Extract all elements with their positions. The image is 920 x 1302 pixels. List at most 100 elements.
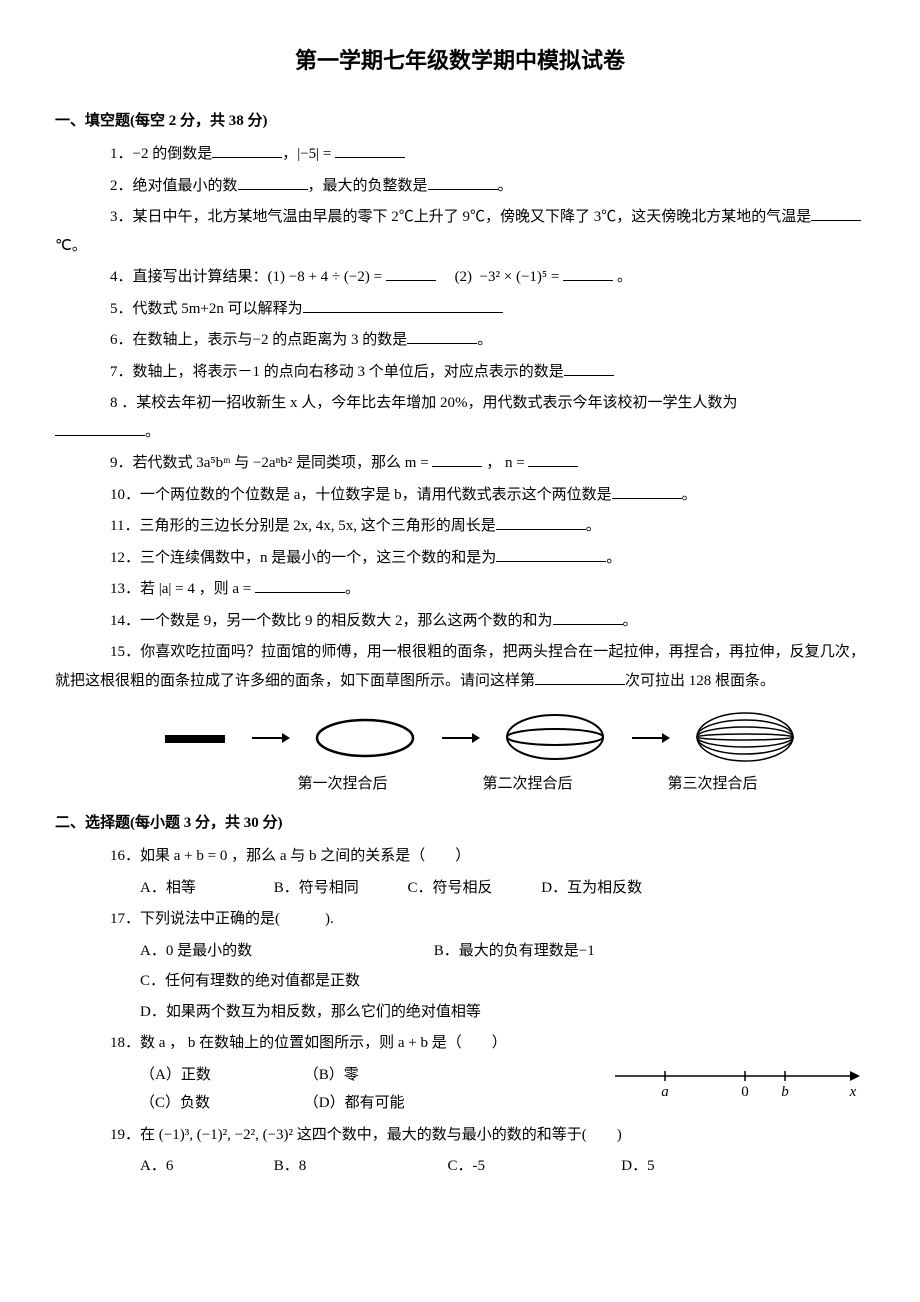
section2-header: 二、选择题(每小题 3 分，共 30 分)	[55, 809, 865, 838]
q1: 1．−2 的倒数是 ，|−5| =	[55, 140, 865, 169]
q19-opt-d[interactable]: D．5	[621, 1152, 741, 1181]
q12-text-b: 。	[606, 550, 621, 566]
q6-text-b: 。	[477, 332, 492, 348]
q10-text-b: 。	[682, 487, 697, 503]
arrow-icon	[440, 718, 480, 758]
q9-text-b: ， n =	[482, 455, 528, 471]
q4-blank2[interactable]	[563, 265, 613, 281]
q1-text-a: 1．−2 的倒数是	[110, 146, 212, 162]
noodle-stage0-icon	[160, 718, 230, 758]
q16-opt-d[interactable]: D．互为相反数	[541, 874, 661, 903]
q7-text: 7．数轴上，将表示－1 的点向右移动 3 个单位后，对应点表示的数是	[110, 364, 564, 380]
q2-blank2[interactable]	[428, 174, 498, 190]
q15-blank[interactable]	[535, 669, 625, 685]
q18-options-row2: （C）负数 （D）都有可能	[55, 1089, 575, 1118]
q16-opt-a[interactable]: A．相等	[140, 874, 260, 903]
q4-text-b: (2) −3² × (−1)⁵ =	[436, 269, 563, 285]
q2-blank1[interactable]	[238, 174, 308, 190]
noodle-label-3: 第三次捏合后	[668, 770, 758, 799]
svg-text:x: x	[849, 1084, 857, 1100]
q12-blank[interactable]	[496, 546, 606, 562]
q3-text-a: 3．某日中午，北方某地气温由早晨的零下 2℃上升了 9℃，傍晚又下降了 3℃，这…	[55, 209, 811, 225]
q18-opt-c[interactable]: （C）负数	[140, 1089, 290, 1118]
q18-opt-b[interactable]: （B）零	[304, 1061, 424, 1090]
q10-blank[interactable]	[612, 483, 682, 499]
q14: 14．一个数是 9，另一个数比 9 的相反数大 2，那么这两个数的和为 。	[55, 607, 865, 636]
q17-opt-a[interactable]: A．0 是最小的数	[140, 937, 420, 966]
number-line-diagram: a 0 b x	[605, 1061, 865, 1106]
q19-opt-c[interactable]: C．-5	[448, 1152, 608, 1181]
q3-text-b: ℃。	[55, 238, 87, 254]
q7-blank[interactable]	[564, 360, 614, 376]
q15: 15．你喜欢吃拉面吗？拉面馆的师傅，用一根很粗的面条，把两头捏合在一起拉伸，再捏…	[55, 638, 865, 695]
q16: 16．如果 a + b = 0 ，那么 a 与 b 之间的关系是（ ）	[55, 842, 865, 871]
q19-opt-b[interactable]: B．8	[274, 1152, 434, 1181]
q2-text-a: 2．绝对值最小的数	[110, 178, 238, 194]
q1-blank1[interactable]	[212, 142, 282, 158]
arrow-icon	[630, 718, 670, 758]
q11-text-b: 。	[586, 518, 601, 534]
q18-opt-a[interactable]: （A）正数	[140, 1061, 290, 1090]
q18-opt-d[interactable]: （D）都有可能	[304, 1089, 424, 1118]
q16-opt-b[interactable]: B．符号相同	[274, 874, 394, 903]
q4: 4．直接写出计算结果：(1) −8 + 4 ÷ (−2) = (2) −3² ×…	[55, 263, 865, 292]
q17-opt-b[interactable]: B．最大的负有理数是−1	[434, 937, 714, 966]
q8-blank[interactable]	[55, 420, 145, 436]
q17-options: A．0 是最小的数 B．最大的负有理数是−1 C．任何有理数的绝对值都是正数 D…	[55, 937, 865, 1027]
noodle-stage1-icon	[310, 713, 420, 763]
q13-text-b: 。	[345, 581, 360, 597]
q17-opt-d[interactable]: D．如果两个数互为相反数，那么它们的绝对值相等	[140, 1004, 481, 1020]
q5-blank[interactable]	[303, 297, 503, 313]
q6-text-a: 6．在数轴上，表示与−2 的点距离为 3 的数是	[110, 332, 407, 348]
q4-blank1[interactable]	[386, 265, 436, 281]
q11-blank[interactable]	[496, 514, 586, 530]
q11-text-a: 11．三角形的三边长分别是 2x, 4x, 5x, 这个三角形的周长是	[110, 518, 496, 534]
q9: 9．若代数式 3a⁵bᵐ 与 −2aⁿb² 是同类项，那么 m = ， n =	[55, 449, 865, 478]
q16-opt-c[interactable]: C．符号相反	[408, 874, 528, 903]
q3-blank[interactable]	[811, 205, 861, 221]
svg-text:b: b	[781, 1084, 789, 1100]
arrow-icon	[250, 718, 290, 758]
noodle-labels: 第一次捏合后 第二次捏合后 第三次捏合后	[55, 770, 865, 799]
q9-blank2[interactable]	[528, 451, 578, 467]
q5-text: 5．代数式 5m+2n 可以解释为	[110, 301, 303, 317]
q4-text-a: 4．直接写出计算结果：(1) −8 + 4 ÷ (−2) =	[110, 269, 386, 285]
q4-text-c: 。	[613, 269, 632, 285]
q18: 18．数 a ， b 在数轴上的位置如图所示，则 a + b 是（ ）	[55, 1029, 865, 1058]
q1-text-b: ，|−5| =	[282, 146, 335, 162]
q13-text-a: 13．若 |a| = 4 ，则 a =	[110, 581, 255, 597]
q1-blank2[interactable]	[335, 142, 405, 158]
q14-text-b: 。	[623, 613, 638, 629]
q19-options: A．6 B．8 C．-5 D．5	[55, 1152, 865, 1181]
svg-text:0: 0	[741, 1084, 749, 1100]
q10-text-a: 10．一个两位数的个位数是 a，十位数字是 b，请用代数式表示这个两位数是	[110, 487, 612, 503]
q9-text-a: 9．若代数式 3a⁵bᵐ 与 −2aⁿb² 是同类项，那么 m =	[110, 455, 432, 471]
q2-text-c: 。	[498, 178, 513, 194]
q17-opt-c[interactable]: C．任何有理数的绝对值都是正数	[140, 973, 360, 989]
svg-text:a: a	[661, 1084, 669, 1100]
q13: 13．若 |a| = 4 ，则 a = 。	[55, 575, 865, 604]
exam-title: 第一学期七年级数学期中模拟试卷	[55, 40, 865, 82]
q14-blank[interactable]	[553, 609, 623, 625]
q16-options: A．相等 B．符号相同 C．符号相反 D．互为相反数	[55, 874, 865, 903]
q2: 2．绝对值最小的数 ，最大的负整数是 。	[55, 172, 865, 201]
noodle-label-1: 第一次捏合后	[297, 770, 387, 799]
q18-options-row1: （A）正数 （B）零	[55, 1061, 575, 1090]
q9-blank1[interactable]	[432, 451, 482, 467]
q14-text-a: 14．一个数是 9，另一个数比 9 的相反数大 2，那么这两个数的和为	[110, 613, 553, 629]
q3: 3．某日中午，北方某地气温由早晨的零下 2℃上升了 9℃，傍晚又下降了 3℃，这…	[55, 203, 865, 260]
q15-text-b: 次可拉出 128 根面条。	[625, 673, 775, 689]
q13-blank[interactable]	[255, 577, 345, 593]
q11: 11．三角形的三边长分别是 2x, 4x, 5x, 这个三角形的周长是 。	[55, 512, 865, 541]
q6-blank[interactable]	[407, 328, 477, 344]
noodle-stage3-icon	[690, 710, 800, 765]
section1-header: 一、填空题(每空 2 分，共 38 分)	[55, 107, 865, 136]
q7: 7．数轴上，将表示－1 的点向右移动 3 个单位后，对应点表示的数是	[55, 358, 865, 387]
q6: 6．在数轴上，表示与−2 的点距离为 3 的数是 。	[55, 326, 865, 355]
q5: 5．代数式 5m+2n 可以解释为	[55, 295, 865, 324]
q2-text-b: ，最大的负整数是	[308, 178, 428, 194]
q10: 10．一个两位数的个位数是 a，十位数字是 b，请用代数式表示这个两位数是 。	[55, 481, 865, 510]
q8-text-b: 。	[145, 424, 160, 440]
q19-opt-a[interactable]: A．6	[140, 1152, 260, 1181]
q8: 8 ．某校去年初一招收新生 x 人，今年比去年增加 20%，用代数式表示今年该校…	[55, 389, 865, 446]
